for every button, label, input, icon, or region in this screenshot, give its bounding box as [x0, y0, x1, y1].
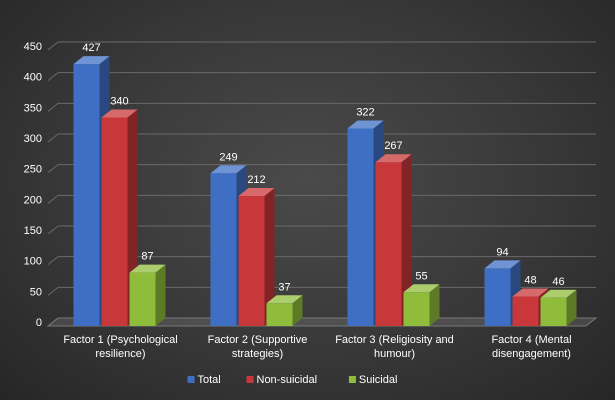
bar-side [155, 264, 166, 326]
y-tick-label: 0 [36, 317, 42, 329]
y-tick-label: 350 [24, 102, 42, 114]
data-label: 87 [141, 251, 153, 263]
bar-front [403, 292, 430, 326]
bar-front [347, 128, 374, 326]
legend-swatch [348, 376, 356, 383]
bar-front [73, 64, 100, 327]
bar [403, 284, 440, 326]
bar-top [101, 109, 138, 118]
y-tick-label: 450 [24, 41, 42, 53]
x-category-label-line: Factor 4 (Mental [491, 334, 571, 346]
x-category-label: Factor 1 (Psychological resilience) [63, 334, 177, 360]
bar-front [484, 268, 511, 326]
bar [266, 295, 303, 326]
gridlines [47, 41, 596, 327]
gridline-depth [47, 164, 59, 174]
bar-front [238, 195, 265, 326]
bar-top [129, 264, 166, 273]
bar-top [238, 187, 275, 196]
bar [375, 154, 412, 326]
legend-swatch [246, 376, 254, 383]
bar [238, 187, 275, 326]
bar-front [101, 117, 128, 326]
data-label: 267 [384, 140, 402, 152]
bar-top [403, 284, 440, 293]
bar-top [347, 120, 384, 129]
data-label: 55 [415, 270, 427, 282]
bar [540, 289, 577, 326]
data-label: 46 [552, 276, 564, 288]
bars [73, 56, 577, 327]
x-category-label-line: Factor 3 (Religiosity and [335, 334, 454, 346]
bar-front [129, 272, 156, 326]
bar-front [512, 296, 539, 326]
y-tick-label: 150 [24, 225, 42, 237]
data-label: 322 [356, 107, 374, 119]
bar-side [401, 154, 412, 326]
bar-top [73, 56, 110, 65]
x-category-label: Factor 3 (Religiosity and humour) [335, 334, 454, 360]
bar-side [429, 284, 440, 326]
x-category-label-line: humour) [374, 348, 415, 360]
y-tick-label: 50 [30, 286, 42, 298]
bar [129, 264, 166, 326]
gridline-depth [47, 194, 59, 204]
bar-top [512, 288, 549, 297]
gridline-depth [47, 225, 59, 235]
legend-label: Total [198, 374, 221, 386]
y-tick-label: 400 [24, 72, 42, 84]
bar-side [292, 295, 303, 326]
gridline-depth [47, 41, 59, 51]
y-tick-label: 250 [24, 164, 42, 176]
x-category-label-line: Factor 2 (Supportive [208, 334, 308, 346]
data-label: 48 [524, 275, 536, 287]
x-category-label-line: resilience) [95, 348, 145, 360]
bar-side [566, 289, 577, 326]
y-tick-label: 200 [24, 194, 42, 206]
bar-top [266, 295, 303, 304]
legend-label: Suicidal [359, 374, 398, 386]
bar-front [210, 173, 237, 326]
y-tick-label: 100 [24, 256, 42, 268]
gridline-depth [47, 256, 59, 266]
bar-top [484, 260, 521, 269]
gridline-depth [47, 133, 59, 143]
x-category-label-line: Factor 1 (Psychological [63, 334, 177, 346]
y-tick-label: 300 [24, 133, 42, 145]
data-label: 427 [82, 42, 100, 54]
x-category-label-line: strategies) [232, 348, 283, 360]
gridline-depth [47, 72, 59, 82]
data-label: 37 [278, 281, 290, 293]
bar-front [540, 297, 567, 326]
legend-swatch [187, 376, 195, 383]
x-category-label: Factor 2 (Supportive strategies) [208, 334, 308, 360]
data-label: 94 [496, 246, 508, 258]
data-label: 212 [247, 174, 265, 186]
bar-top [375, 154, 412, 163]
bar-top [210, 165, 247, 174]
bar-front [266, 303, 293, 326]
legend-label: Non-suicidal [257, 374, 318, 386]
gridline-depth [47, 286, 59, 296]
data-label: 340 [110, 95, 128, 107]
bar-top [540, 289, 577, 298]
x-category-label-line: disengagement) [492, 348, 571, 360]
bar-front [375, 162, 402, 326]
x-category-label: Factor 4 (Mental disengagement) [491, 334, 571, 360]
gridline-depth [47, 102, 59, 112]
data-label: 249 [219, 151, 237, 163]
bar-side [264, 187, 275, 326]
legend: Total Non-suicidal Suicidal [187, 374, 398, 386]
